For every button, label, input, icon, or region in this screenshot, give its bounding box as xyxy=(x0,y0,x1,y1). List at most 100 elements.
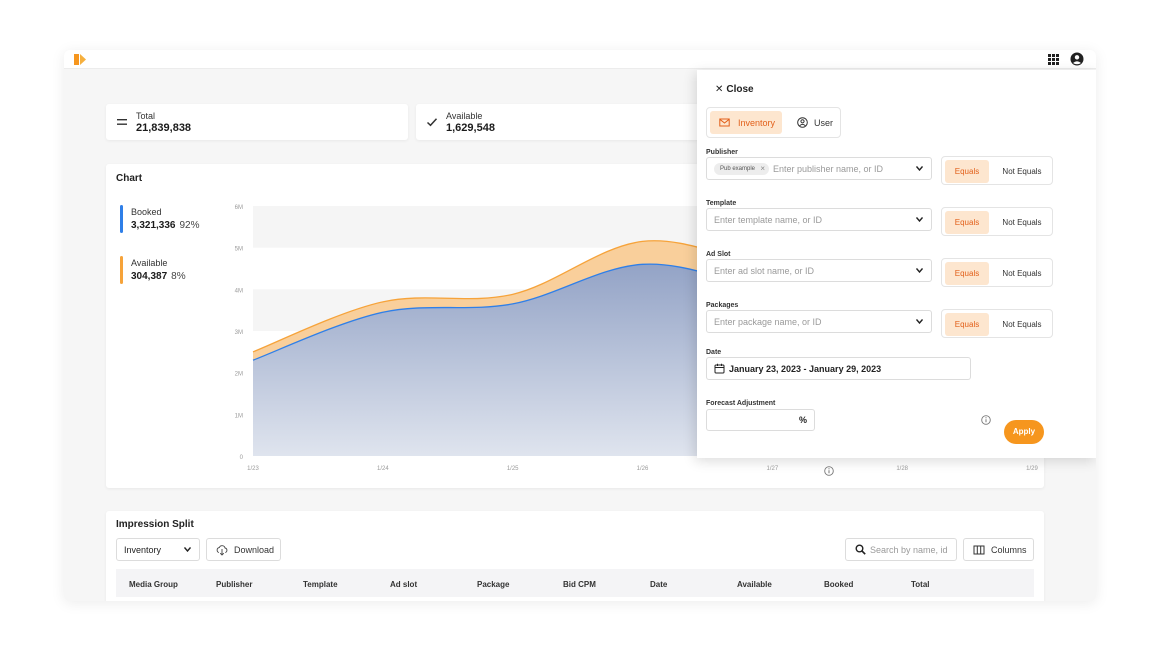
packages-placeholder: Enter package name, or ID xyxy=(714,317,822,327)
stat-value: 21,839,838 xyxy=(136,122,192,134)
logo-icon xyxy=(74,54,86,65)
chevron-down-icon[interactable] xyxy=(916,319,923,324)
tab-inventory[interactable]: Inventory xyxy=(710,111,782,134)
y-tick-label: 2M xyxy=(235,372,243,378)
column-header[interactable]: Available xyxy=(737,580,772,589)
date-range-picker[interactable]: January 23, 2023 - January 29, 2023 xyxy=(706,357,971,380)
equals-option[interactable]: Equals xyxy=(945,313,989,336)
column-header[interactable]: Package xyxy=(477,580,510,589)
x-tick-label: 1/27 xyxy=(766,466,778,472)
chevron-down-icon[interactable] xyxy=(916,268,923,273)
calendar-icon xyxy=(714,363,725,374)
impression-split-card: Impression Split Inventory Download C xyxy=(106,511,1044,601)
column-header[interactable]: Bid CPM xyxy=(563,580,596,589)
ad-slot-label: Ad Slot xyxy=(706,251,731,258)
chevron-down-icon[interactable] xyxy=(916,166,923,171)
chevron-down-icon xyxy=(184,547,191,552)
legend-color-bar xyxy=(120,256,123,284)
tab-label: User xyxy=(814,118,834,128)
packages-label: Packages xyxy=(706,302,739,309)
x-tick-label: 1/24 xyxy=(377,466,389,472)
publisher-label: Publisher xyxy=(706,149,738,156)
legend-percent: 8% xyxy=(171,271,186,282)
app-window: Total 21,839,838 Available 1,629,548 Cha… xyxy=(64,50,1096,601)
stat-label: Total xyxy=(136,111,156,121)
template-placeholder: Enter template name, or ID xyxy=(714,215,823,225)
column-header[interactable]: Template xyxy=(303,580,338,589)
equals-option[interactable]: Equals xyxy=(945,262,989,285)
y-tick-label: 3M xyxy=(235,330,243,336)
filter-panel: ✕ Close Inventory User Publisher P xyxy=(697,70,1096,476)
forecast-adjustment-input[interactable]: % xyxy=(706,409,815,431)
legend-name: Available xyxy=(131,258,168,268)
date-range-value: January 23, 2023 - January 29, 2023 xyxy=(729,364,882,374)
ad-slot-match-toggle: Equals Not Equals xyxy=(941,258,1053,287)
x-tick-label: 1/28 xyxy=(896,466,908,472)
columns-label: Columns xyxy=(991,545,1027,555)
publisher-chip[interactable]: Pub example × xyxy=(714,163,770,175)
ad-slot-input[interactable]: Enter ad slot name, or ID xyxy=(706,259,932,282)
y-tick-label: 4M xyxy=(235,288,243,294)
date-label: Date xyxy=(706,349,722,356)
legend-value: 304,387 8% xyxy=(131,271,186,282)
forecast-label: Forecast Adjustment xyxy=(706,400,776,407)
legend-name: Booked xyxy=(131,207,162,217)
publisher-match-toggle: Equals Not Equals xyxy=(941,156,1053,185)
x-tick-label: 1/23 xyxy=(247,466,259,472)
group-select-value: Inventory xyxy=(124,545,162,555)
not-equals-option[interactable]: Not Equals xyxy=(1002,320,1042,329)
cloud-download-icon xyxy=(216,545,228,556)
chip-remove-icon[interactable]: × xyxy=(760,164,766,173)
tab-user[interactable]: User xyxy=(785,111,838,134)
equals-icon xyxy=(117,119,127,125)
column-header[interactable]: Booked xyxy=(824,580,854,589)
equals-option[interactable]: Equals xyxy=(945,160,989,183)
template-match-toggle: Equals Not Equals xyxy=(941,207,1053,236)
legend-percent: 92% xyxy=(179,220,200,231)
y-tick-label: 6M xyxy=(235,205,243,211)
column-header[interactable]: Date xyxy=(650,580,668,589)
packages-input[interactable]: Enter package name, or ID xyxy=(706,310,932,333)
legend-number: 304,387 xyxy=(131,271,168,282)
close-label: Close xyxy=(726,84,754,95)
user-circle-icon xyxy=(797,117,808,128)
legend-value: 3,321,336 92% xyxy=(131,220,200,231)
close-button[interactable]: ✕ Close xyxy=(715,84,754,95)
scope-tabs: Inventory User xyxy=(706,107,841,138)
table-header: Media Group Publisher Template Ad slot P… xyxy=(116,569,1034,597)
columns-icon xyxy=(973,545,985,555)
search-input[interactable] xyxy=(870,543,954,557)
column-header[interactable]: Publisher xyxy=(216,580,253,589)
search-box xyxy=(845,538,957,561)
stat-card-available: Available 1,629,548 xyxy=(416,104,706,140)
percent-suffix: % xyxy=(798,415,807,425)
ad-slot-placeholder: Enter ad slot name, or ID xyxy=(714,266,815,276)
x-tick-label: 1/29 xyxy=(1026,466,1038,472)
not-equals-option[interactable]: Not Equals xyxy=(1002,269,1042,278)
group-select[interactable]: Inventory xyxy=(116,538,200,561)
chevron-down-icon[interactable] xyxy=(916,217,923,222)
column-header[interactable]: Ad slot xyxy=(390,580,418,589)
column-header[interactable]: Media Group xyxy=(129,580,178,589)
apply-button[interactable]: Apply xyxy=(1004,420,1044,444)
chart-title: Chart xyxy=(116,173,143,184)
apps-grid-icon[interactable] xyxy=(1048,54,1059,65)
stat-value: 1,629,548 xyxy=(446,122,495,134)
publisher-input[interactable]: Pub example × Enter publisher name, or ID xyxy=(706,157,932,180)
download-button[interactable]: Download xyxy=(206,538,281,561)
info-icon[interactable] xyxy=(824,466,834,476)
not-equals-option[interactable]: Not Equals xyxy=(1002,167,1042,176)
y-tick-label: 0 xyxy=(240,455,244,461)
account-icon[interactable] xyxy=(1070,52,1084,66)
not-equals-option[interactable]: Not Equals xyxy=(1002,218,1042,227)
template-label: Template xyxy=(706,200,737,207)
legend-color-bar xyxy=(120,205,123,233)
search-icon xyxy=(855,544,866,555)
info-icon[interactable] xyxy=(981,415,991,425)
stat-label: Available xyxy=(446,111,483,121)
equals-option[interactable]: Equals xyxy=(945,211,989,234)
stat-card-total: Total 21,839,838 xyxy=(106,104,408,140)
column-header[interactable]: Total xyxy=(911,580,930,589)
template-input[interactable]: Enter template name, or ID xyxy=(706,208,932,231)
columns-button[interactable]: Columns xyxy=(963,538,1034,561)
